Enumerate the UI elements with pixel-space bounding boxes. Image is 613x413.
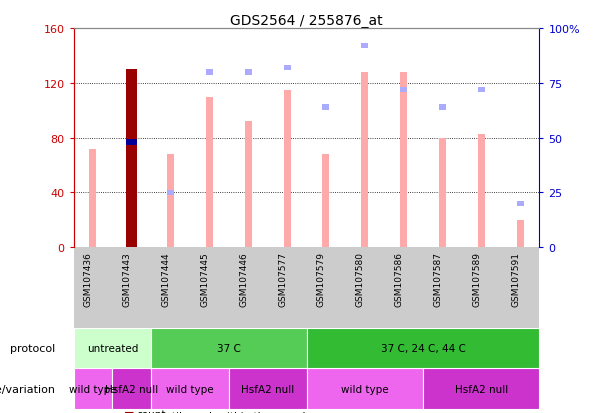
Bar bbox=[245, 70, 252, 76]
Title: GDS2564 / 255876_at: GDS2564 / 255876_at bbox=[230, 14, 383, 28]
Bar bbox=[517, 220, 524, 248]
Text: wild type: wild type bbox=[69, 384, 117, 394]
Text: ■: ■ bbox=[124, 409, 135, 413]
Bar bbox=[74, 328, 151, 368]
Bar bbox=[206, 70, 213, 76]
Bar bbox=[126, 140, 137, 145]
Bar bbox=[439, 105, 446, 110]
Text: HsfA2 null: HsfA2 null bbox=[105, 384, 158, 394]
Text: GSM107587: GSM107587 bbox=[433, 252, 443, 306]
Text: GSM107577: GSM107577 bbox=[278, 252, 287, 306]
Bar bbox=[167, 155, 174, 248]
Text: protocol: protocol bbox=[10, 344, 55, 354]
Text: wild type: wild type bbox=[166, 384, 214, 394]
Text: 37 C: 37 C bbox=[217, 344, 241, 354]
Text: ■: ■ bbox=[124, 411, 135, 413]
Text: HsfA2 null: HsfA2 null bbox=[241, 384, 294, 394]
Bar bbox=[245, 122, 252, 248]
Text: GSM107586: GSM107586 bbox=[395, 252, 403, 306]
Text: percentile rank within the sample: percentile rank within the sample bbox=[137, 411, 313, 413]
Text: GSM107579: GSM107579 bbox=[317, 252, 326, 306]
Bar bbox=[126, 70, 137, 248]
Bar bbox=[322, 105, 329, 110]
Bar bbox=[423, 368, 539, 409]
Text: count: count bbox=[137, 409, 166, 413]
Bar bbox=[517, 201, 524, 206]
Text: GSM107445: GSM107445 bbox=[200, 252, 210, 306]
Bar bbox=[478, 134, 485, 248]
Text: genotype/variation: genotype/variation bbox=[0, 384, 55, 394]
Bar bbox=[74, 368, 112, 409]
Text: HsfA2 null: HsfA2 null bbox=[455, 384, 508, 394]
Bar bbox=[306, 368, 423, 409]
Bar bbox=[478, 88, 485, 93]
Bar bbox=[284, 90, 291, 248]
Bar bbox=[322, 155, 329, 248]
Text: GSM107436: GSM107436 bbox=[84, 252, 93, 306]
Bar bbox=[151, 328, 306, 368]
Bar bbox=[400, 73, 407, 248]
Text: GSM107580: GSM107580 bbox=[356, 252, 365, 306]
Bar bbox=[206, 97, 213, 248]
Bar bbox=[439, 138, 446, 248]
Text: GSM107444: GSM107444 bbox=[162, 252, 170, 306]
Bar bbox=[361, 73, 368, 248]
Text: untreated: untreated bbox=[86, 344, 138, 354]
Bar bbox=[167, 190, 174, 196]
Text: GSM107591: GSM107591 bbox=[511, 252, 520, 306]
Bar bbox=[229, 368, 306, 409]
Text: 37 C, 24 C, 44 C: 37 C, 24 C, 44 C bbox=[381, 344, 465, 354]
Bar bbox=[151, 368, 229, 409]
Bar bbox=[306, 328, 539, 368]
Bar bbox=[400, 88, 407, 93]
Bar bbox=[361, 44, 368, 49]
Bar bbox=[112, 368, 151, 409]
Bar bbox=[284, 66, 291, 71]
Text: GSM107446: GSM107446 bbox=[239, 252, 248, 306]
Text: GSM107443: GSM107443 bbox=[123, 252, 132, 306]
Text: GSM107589: GSM107589 bbox=[472, 252, 481, 306]
Text: wild type: wild type bbox=[341, 384, 389, 394]
Bar bbox=[89, 149, 96, 248]
